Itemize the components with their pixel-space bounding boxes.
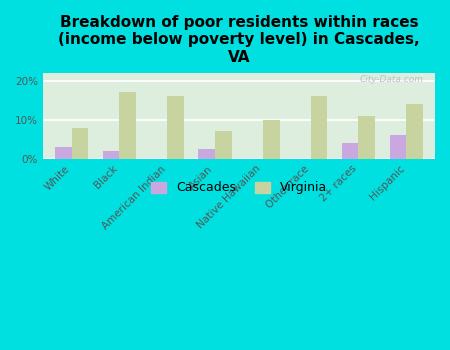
Bar (215, 132, 232, 159)
Bar (103, 151, 119, 159)
Bar (359, 116, 375, 159)
Bar (119, 92, 136, 159)
Bar (342, 143, 359, 159)
Bar (263, 120, 279, 159)
Bar (406, 104, 423, 159)
Text: City-Data.com: City-Data.com (359, 76, 423, 84)
Bar (390, 135, 406, 159)
Bar (310, 96, 328, 159)
Bar (167, 96, 184, 159)
Bar (198, 149, 215, 159)
Bar (55, 147, 72, 159)
Legend: Cascades, Virginia: Cascades, Virginia (145, 175, 333, 201)
Bar (72, 128, 88, 159)
Title: Breakdown of poor residents within races
(income below poverty level) in Cascade: Breakdown of poor residents within races… (58, 15, 420, 65)
